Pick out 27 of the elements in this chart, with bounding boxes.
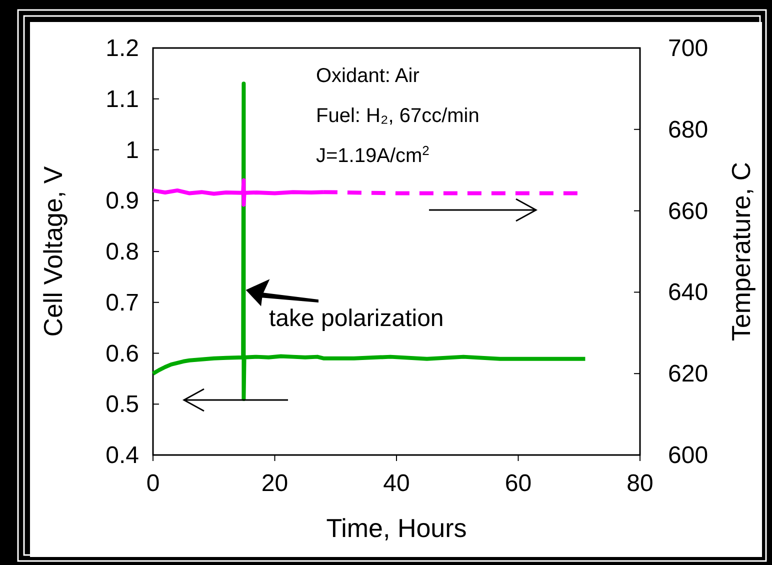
x-tick-label: 20 (261, 470, 288, 497)
y-tick-label: 0.5 (106, 391, 139, 418)
y-tick-label: 0.9 (106, 188, 139, 215)
y-tick-label: 0.8 (106, 238, 139, 266)
y2-tick-label: 680 (668, 116, 708, 144)
annotation: take polarization (269, 305, 444, 332)
y-tick-label: 0.6 (106, 340, 139, 368)
y-tick-label: 1 (126, 136, 139, 164)
y2-tick-label: 640 (668, 279, 708, 306)
y-tick-label: 0.4 (106, 442, 139, 469)
annotation: Oxidant: Air (316, 65, 420, 87)
x-tick-label: 80 (626, 470, 654, 497)
annotation: Fuel: H₂, 67cc/min (316, 105, 480, 127)
x-tick-label: 40 (383, 470, 410, 497)
x-tick-label: 60 (504, 470, 532, 497)
y2-tick-label: 700 (668, 35, 708, 62)
annotation: J=1.19A/cm$^{2}$ (316, 142, 430, 167)
y-axis-title: Cell Voltage, V (38, 166, 68, 337)
x-tick-label: 0 (146, 470, 160, 497)
y-tick-label: 1.2 (106, 35, 139, 62)
y-tick-label: 0.7 (106, 289, 139, 316)
x-axis-title: Time, Hours (326, 513, 467, 543)
y2-tick-label: 620 (668, 360, 708, 388)
y-tick-label: 1.1 (106, 86, 139, 113)
y2-tick-label: 660 (668, 198, 708, 225)
y2-tick-label: 600 (668, 442, 708, 469)
y2-axis-title: Temperature, C (726, 162, 756, 342)
